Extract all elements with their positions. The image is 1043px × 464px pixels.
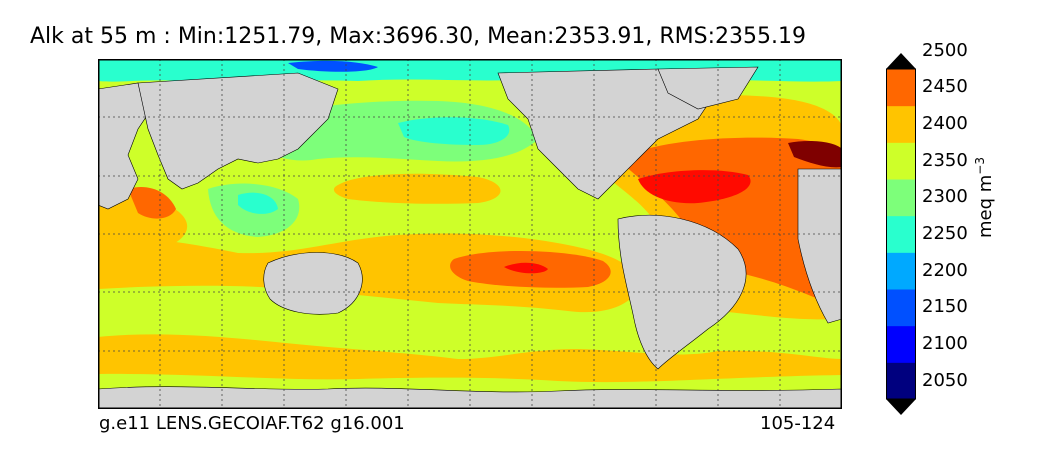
land-eurasia (137, 72, 339, 190)
colorbar-tick-label: 2500 (922, 39, 968, 61)
colorbar (886, 53, 916, 415)
colorbar-frame (886, 68, 916, 400)
contour-pacific-core (504, 262, 548, 274)
contour-npac-orange (333, 173, 501, 204)
colorbar-segment (886, 69, 916, 107)
colorbar-segment (886, 325, 916, 363)
colorbar-tick-label: 2450 (922, 76, 968, 98)
colorbar-segment (886, 215, 916, 253)
contour-med (788, 141, 842, 168)
land-antarctica (98, 386, 842, 409)
colorbar-tick-label: 2350 (922, 149, 968, 171)
colorbar-segment (886, 142, 916, 180)
land-australia (263, 252, 363, 315)
colorbar-extend-min (886, 399, 916, 415)
colorbar-extend-max (886, 53, 916, 69)
colorbar-tick-label: 2050 (922, 369, 968, 391)
colorbar-tick-label: 2250 (922, 223, 968, 244)
colorbar-tick-label: 2100 (922, 333, 968, 354)
colorbar-segment (886, 179, 916, 217)
contour-indo-cyan (238, 192, 278, 214)
alkalinity-map (98, 59, 842, 409)
footer-experiment-label: g.e11 LENS.GECOIAF.T62 g16.001 (99, 413, 405, 434)
map-frame (98, 59, 842, 409)
colorbar-tick-label: 2400 (922, 113, 968, 134)
contour-npac-cyan (398, 117, 510, 145)
contour-arctic-blue (288, 60, 378, 72)
land-south-america (617, 214, 747, 370)
footer-years-label: 105-124 (760, 413, 836, 434)
colorbar-segment (886, 105, 916, 143)
colorbar-unit-label: meq m−3 (973, 157, 996, 238)
map-title: Alk at 55 m : Min:1251.79, Max:3696.30, … (30, 24, 807, 49)
colorbar-segment (886, 362, 916, 400)
colorbar-segment (886, 252, 916, 290)
colorbar-tick-label: 2200 (922, 259, 968, 281)
colorbar-segment (886, 289, 916, 327)
colorbar-tick-label: 2300 (922, 186, 968, 208)
contour-indian-red (128, 187, 176, 219)
colorbar-tick-label: 2150 (922, 296, 968, 318)
contour-atlantic-core (638, 170, 751, 204)
gridlines (98, 59, 842, 409)
